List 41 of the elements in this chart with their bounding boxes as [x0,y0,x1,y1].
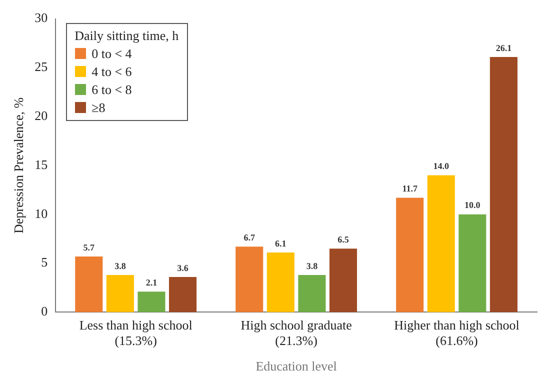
bar [458,214,486,312]
y-tick-label: 5 [41,254,48,270]
bar [396,198,424,312]
data-label: 5.7 [83,242,96,252]
data-label: 6.5 [338,234,350,244]
data-label: 3.8 [114,260,126,271]
bar [75,256,103,312]
bar [236,246,264,312]
y-tick-label: 15 [34,156,48,172]
data-label: 10.0 [464,200,481,210]
legend-label: 0 to < 4 [92,44,132,63]
x-tick-label: Higher than high school (61.6%) [394,317,520,348]
bar [138,292,166,312]
y-tick-label: 20 [34,108,48,124]
x-tick-label: Less than high school (15.3%) [79,317,193,348]
data-label: 3.8 [306,260,318,271]
bar [329,248,358,312]
bar [490,56,518,312]
y-tick-label: 10 [34,206,48,221]
data-label: 2.1 [146,277,158,288]
bar [427,175,455,312]
bar [298,275,326,312]
bar [106,275,134,312]
y-axis-title: Depression Prevalence, % [11,97,26,234]
legend-label: ≥8 [92,98,106,117]
y-tick-label: 0 [41,304,48,319]
x-axis-title: Education level [256,358,338,374]
bar [266,252,294,312]
x-tick-label: High school graduate (21.3%) [240,317,352,348]
data-label: 26.1 [496,42,512,53]
y-tick-label: 25 [34,59,48,74]
legend-label: 6 to < 8 [92,80,132,99]
data-label: 6.7 [244,232,256,242]
y-tick-label: 30 [34,10,48,26]
data-label: 11.7 [402,184,418,194]
legend-title: Daily sitting time, h [74,26,179,45]
data-label: 3.6 [177,262,189,273]
bar [169,276,197,312]
legend-label: 4 to < 6 [92,62,132,81]
data-label: 14.0 [433,161,450,172]
data-label: 6.1 [275,238,287,248]
